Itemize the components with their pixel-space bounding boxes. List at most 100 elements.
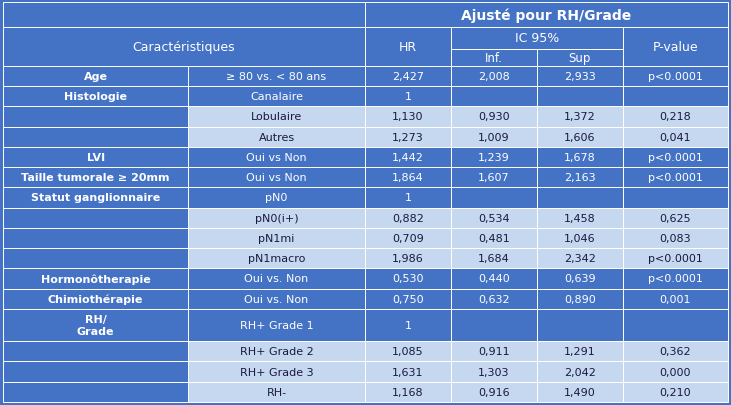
Bar [3, 67, 188, 87]
Bar [188, 382, 365, 402]
Bar [3, 107, 188, 127]
Bar [365, 87, 451, 107]
Text: 0,362: 0,362 [659, 347, 692, 356]
Bar [3, 289, 188, 309]
Text: 2,933: 2,933 [564, 72, 596, 82]
Bar [537, 289, 623, 309]
Bar [188, 309, 365, 341]
Bar [623, 87, 728, 107]
Text: 2,008: 2,008 [478, 72, 510, 82]
Text: p<0.0001: p<0.0001 [648, 72, 703, 82]
Text: 0,210: 0,210 [659, 387, 692, 397]
Bar [365, 3, 728, 28]
Bar [537, 341, 623, 362]
Text: 1,372: 1,372 [564, 112, 596, 122]
Text: 0,890: 0,890 [564, 294, 596, 304]
Bar [3, 228, 188, 248]
Bar [623, 309, 728, 341]
Text: Sup: Sup [569, 51, 591, 64]
Text: 1,631: 1,631 [392, 367, 424, 377]
Bar [451, 127, 537, 147]
Bar [3, 362, 188, 382]
Bar [365, 67, 451, 87]
Bar [451, 208, 537, 228]
Bar [451, 67, 537, 87]
Bar [537, 188, 623, 208]
Bar [3, 269, 188, 289]
Text: RH-: RH- [267, 387, 287, 397]
Bar [188, 362, 365, 382]
Text: 0,000: 0,000 [659, 367, 692, 377]
Bar [537, 248, 623, 269]
Text: 1,168: 1,168 [392, 387, 424, 397]
Text: 1: 1 [404, 193, 412, 203]
Text: 0,534: 0,534 [478, 213, 510, 223]
Text: RH+ Grade 2: RH+ Grade 2 [240, 347, 314, 356]
Text: 0,632: 0,632 [478, 294, 510, 304]
Bar [451, 248, 537, 269]
Bar [623, 67, 728, 87]
Bar [365, 228, 451, 248]
Bar [365, 188, 451, 208]
Text: Inf.: Inf. [485, 51, 503, 64]
Text: 1,046: 1,046 [564, 233, 596, 243]
Text: Lobulaire: Lobulaire [251, 112, 302, 122]
Text: 0,882: 0,882 [392, 213, 424, 223]
Bar [365, 107, 451, 127]
Bar [188, 168, 365, 188]
Text: Oui vs. Non: Oui vs. Non [244, 274, 308, 284]
Text: IC 95%: IC 95% [515, 32, 559, 45]
Bar [623, 147, 728, 168]
Text: 1,986: 1,986 [392, 254, 424, 264]
Bar [451, 107, 537, 127]
Text: 1,291: 1,291 [564, 347, 596, 356]
Text: HR: HR [399, 41, 417, 54]
Bar [537, 362, 623, 382]
Text: 0,930: 0,930 [478, 112, 510, 122]
Text: p<0.0001: p<0.0001 [648, 153, 703, 162]
Bar [623, 228, 728, 248]
Bar [451, 341, 537, 362]
Text: RH/
Grade: RH/ Grade [77, 314, 114, 336]
Text: p<0.0001: p<0.0001 [648, 254, 703, 264]
Bar [451, 289, 537, 309]
Bar [537, 107, 623, 127]
Bar [188, 228, 365, 248]
Bar [365, 269, 451, 289]
Text: Age: Age [83, 72, 107, 82]
Text: RH+ Grade 1: RH+ Grade 1 [240, 320, 314, 330]
Text: Oui vs. Non: Oui vs. Non [244, 294, 308, 304]
Bar [188, 208, 365, 228]
Bar [365, 208, 451, 228]
Bar [3, 208, 188, 228]
Text: p<0.0001: p<0.0001 [648, 173, 703, 183]
Bar [188, 107, 365, 127]
Text: Caractéristiques: Caractéristiques [132, 41, 235, 54]
Bar [623, 28, 728, 67]
Bar [3, 127, 188, 147]
Bar [365, 309, 451, 341]
Bar [188, 341, 365, 362]
Text: 1,607: 1,607 [478, 173, 510, 183]
Bar [451, 49, 537, 67]
Text: 0,639: 0,639 [564, 274, 596, 284]
Bar [365, 147, 451, 168]
Text: Ajusté pour RH/Grade: Ajusté pour RH/Grade [461, 9, 632, 23]
Bar [188, 188, 365, 208]
Bar [3, 87, 188, 107]
Text: Histologie: Histologie [64, 92, 127, 102]
Text: 0,625: 0,625 [659, 213, 692, 223]
Bar [537, 382, 623, 402]
Bar [365, 248, 451, 269]
Bar [537, 87, 623, 107]
Bar [365, 341, 451, 362]
Bar [451, 362, 537, 382]
Text: 1,490: 1,490 [564, 387, 596, 397]
Text: 1,303: 1,303 [478, 367, 510, 377]
Bar [3, 248, 188, 269]
Bar [188, 147, 365, 168]
Bar [537, 147, 623, 168]
Bar [451, 168, 537, 188]
Text: Chimiothérapie: Chimiothérapie [48, 294, 143, 304]
Text: 2,042: 2,042 [564, 367, 596, 377]
